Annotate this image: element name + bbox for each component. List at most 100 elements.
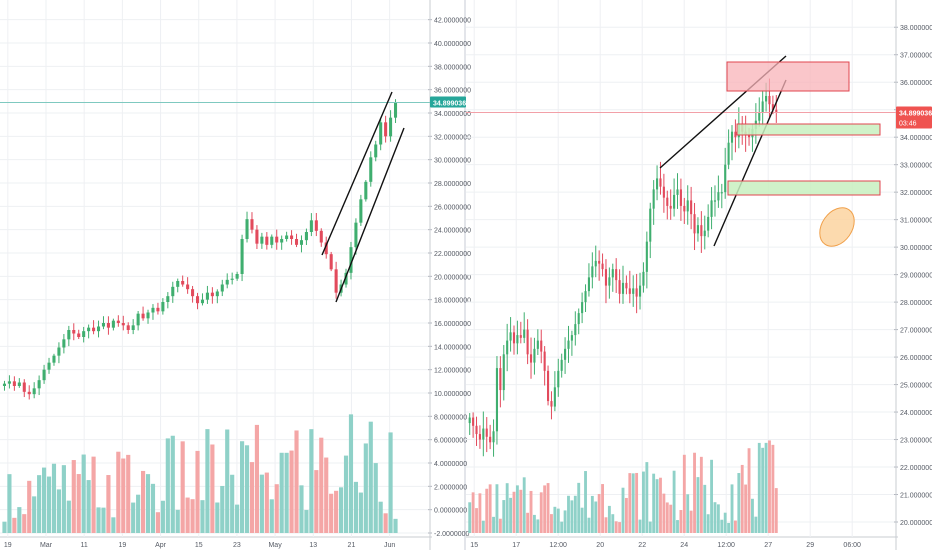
volume-bar <box>235 504 240 533</box>
volume-bar <box>136 494 141 533</box>
volume-bar <box>628 473 632 533</box>
candle-body <box>495 368 499 432</box>
candle-body <box>334 269 338 293</box>
bar-countdown: 03:46 <box>899 120 917 127</box>
volume-bar <box>319 437 324 533</box>
candle-body <box>309 220 313 232</box>
volume-bar <box>284 452 289 533</box>
volume-bar <box>635 472 639 533</box>
volume-bar <box>716 504 720 533</box>
candle-body <box>176 281 180 287</box>
candle-body <box>161 302 165 312</box>
candle-body <box>47 362 51 370</box>
candle-body <box>265 236 269 245</box>
x-tick-label: 12:00 <box>549 542 567 549</box>
candle-body <box>734 131 737 138</box>
candle-body <box>2 383 7 386</box>
volume-bar <box>393 518 398 533</box>
volume-bar <box>652 473 656 533</box>
y-tick-label: 31.0000000 <box>900 218 932 225</box>
candle-body <box>540 340 543 352</box>
candle-body <box>529 354 533 363</box>
volume-bar <box>676 520 679 533</box>
y-tick-label: 27.0000000 <box>900 328 932 335</box>
volume-bar <box>22 514 27 533</box>
candle-body <box>290 235 294 239</box>
candle-body <box>594 260 597 267</box>
volume-bar <box>220 485 225 533</box>
candle-body <box>499 368 502 391</box>
candle-body <box>27 391 31 395</box>
candle-body <box>319 230 323 243</box>
y-tick-label: 33.0000000 <box>900 163 932 170</box>
volume-bar <box>512 491 516 533</box>
candle-body <box>205 292 209 300</box>
volume-bar <box>665 502 669 533</box>
volume-bar <box>727 522 731 533</box>
candle-body <box>526 329 529 355</box>
volume-bar <box>733 520 737 533</box>
volume-bar <box>368 421 373 533</box>
volume-bar <box>225 429 230 533</box>
candle-body <box>628 288 631 294</box>
volume-bar <box>710 459 714 533</box>
candle-body <box>638 285 642 297</box>
candle-body <box>121 323 125 326</box>
candle-body <box>717 192 720 201</box>
volume-bar <box>764 442 768 533</box>
volume-bar <box>604 517 608 533</box>
volume-bar <box>155 512 161 533</box>
x-tick-label: 20 <box>596 542 604 549</box>
volume-bar <box>373 463 378 533</box>
y-tick-label: 10.0000000 <box>434 391 471 398</box>
volume-bar <box>638 519 642 533</box>
x-tick-label: 24 <box>680 542 688 549</box>
volume-bar <box>81 454 86 533</box>
candle-body <box>329 254 333 270</box>
volume-bar <box>624 497 628 533</box>
candle-body <box>642 271 645 286</box>
candle-body <box>314 220 318 231</box>
x-tick-label: 29 <box>806 542 814 549</box>
candle-body <box>384 122 388 137</box>
y-tick-label: 38.0000000 <box>900 25 932 32</box>
volume-bar <box>580 507 584 533</box>
candle-body <box>250 219 254 230</box>
y-tick-label: 42.0000000 <box>434 18 471 25</box>
candle-body <box>771 104 774 110</box>
volume-bar <box>556 508 560 533</box>
candle-body <box>703 230 706 237</box>
candle-body <box>475 425 478 435</box>
volume-bar <box>116 451 121 533</box>
candle-body <box>87 327 91 332</box>
y-tick-label: 0.0000000 <box>434 508 467 515</box>
candle-body <box>550 401 553 407</box>
volume-bar <box>289 450 294 533</box>
volume-bar <box>126 454 131 533</box>
x-tick-label: 11 <box>81 542 88 549</box>
volume-bar <box>553 506 557 533</box>
candle-body <box>560 359 563 371</box>
candle-body <box>679 189 682 206</box>
candle-body <box>649 208 652 242</box>
candle-body <box>686 200 689 212</box>
candle-body <box>604 269 608 286</box>
volume-bar <box>679 510 683 533</box>
volume-bar <box>37 475 42 533</box>
candle-body <box>22 382 26 392</box>
y-tick-label: 36.0000000 <box>900 80 932 87</box>
volume-bar <box>669 504 673 533</box>
volume-bar <box>91 456 96 533</box>
volume-bar <box>86 480 91 533</box>
candle-body <box>676 189 679 195</box>
candle-body <box>270 236 274 245</box>
candle-body <box>215 291 219 297</box>
volume-bar <box>539 492 543 533</box>
candle-body <box>62 339 66 348</box>
candle-body <box>42 369 46 381</box>
volume-bar <box>269 499 274 533</box>
volume-bar <box>768 440 771 533</box>
wedge-lower-line <box>713 79 787 247</box>
target-ellipse <box>819 207 855 247</box>
y-tick-label: 14.0000000 <box>434 344 471 351</box>
